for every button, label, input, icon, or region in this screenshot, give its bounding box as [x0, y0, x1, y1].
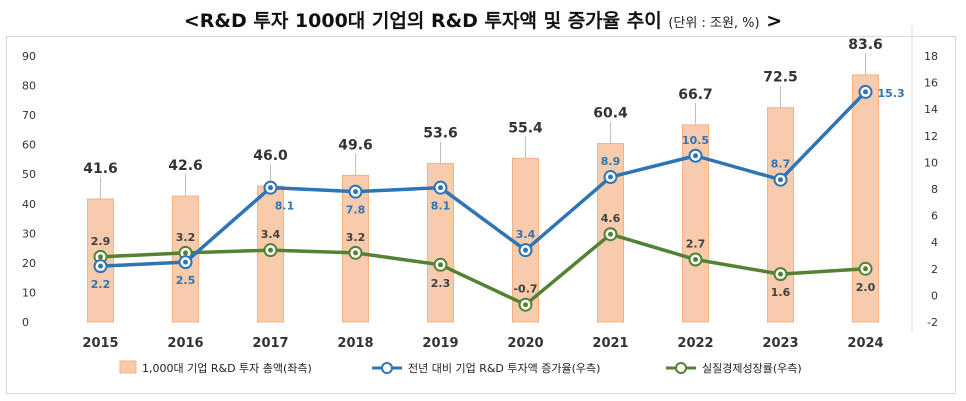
gdp-growth-point-dot	[438, 262, 443, 268]
left-axis-tick: 70	[22, 109, 36, 122]
right-axis-tick: 0	[931, 289, 938, 302]
growth-rate-point-dot	[863, 89, 868, 95]
legend-growth-swatch-marker	[381, 362, 393, 374]
x-axis-tick: 2019	[422, 336, 458, 351]
x-axis-tick: 2020	[507, 336, 543, 351]
gdp-growth-point-dot	[523, 302, 528, 308]
x-axis-tick: 2024	[847, 336, 883, 351]
x-axis-tick: 2022	[677, 336, 713, 351]
gdp-growth-label: 3.4	[261, 228, 281, 241]
right-axis-tick: -2	[927, 316, 938, 329]
growth-rate-point-dot	[438, 185, 443, 191]
left-axis-tick: 50	[22, 168, 36, 181]
growth-rate-point-dot	[268, 185, 273, 191]
gdp-growth-label: 2.3	[431, 277, 451, 290]
gdp-growth-point-dot	[693, 256, 698, 262]
left-axis-tick: 60	[22, 139, 36, 152]
bar-data-label: 49.6	[338, 137, 373, 153]
growth-rate-point-dot	[693, 153, 698, 159]
title-unit: (단위 : 조원, %)	[668, 16, 760, 31]
gdp-growth-point-dot	[183, 250, 188, 256]
left-axis-tick: 0	[22, 316, 29, 329]
gdp-growth-point-dot	[268, 247, 273, 253]
x-axis-tick: 2016	[167, 336, 203, 351]
legend-bar-swatch	[119, 360, 137, 374]
right-axis-tick: 12	[924, 130, 938, 143]
growth-rate-label: 3.4	[516, 228, 536, 241]
legend-bar-label: 1,000대 기업 R&D 투자 총액(좌측)	[142, 362, 312, 375]
growth-rate-line	[100, 90, 867, 268]
growth-rate-point-dot	[778, 177, 783, 183]
growth-rate-point-dot	[523, 247, 528, 253]
bar-data-label: 83.6	[848, 37, 883, 53]
bar-data-label: 46.0	[253, 148, 288, 164]
chart-frame	[6, 36, 956, 394]
growth-rate-label: 8.1	[275, 200, 295, 213]
x-axis-tick: 2023	[762, 336, 798, 351]
growth-rate-label: 10.5	[682, 134, 709, 147]
left-axis-tick: 40	[22, 198, 36, 211]
gdp-growth-label: 2.0	[856, 281, 876, 294]
gdp-growth-point-dot	[98, 254, 103, 260]
gdp-growth-label: 2.7	[686, 237, 706, 250]
right-axis-tick: 16	[924, 77, 938, 90]
bar-data-label: 55.4	[508, 120, 543, 136]
growth-rate-point-dot	[98, 263, 103, 269]
x-axis-tick: 2017	[252, 336, 288, 351]
growth-rate-point-dot	[608, 174, 613, 180]
bar-data-label: 53.6	[423, 126, 458, 142]
title-end: >	[766, 10, 783, 32]
bar-data-label: 66.7	[678, 87, 713, 103]
gdp-growth-point-dot	[863, 266, 868, 272]
x-axis-tick: 2015	[82, 336, 118, 351]
growth-rate-label: 8.1	[431, 200, 451, 213]
right-axis-tick: 10	[924, 156, 938, 169]
gdp-growth-label: -0.7	[513, 283, 537, 296]
gdp-growth-point-dot	[353, 250, 358, 256]
left-axis-tick: 10	[22, 286, 36, 299]
bar-data-label: 60.4	[593, 105, 628, 121]
gdp-growth-line	[100, 232, 866, 307]
growth-rate-point-dot	[183, 259, 188, 265]
bar-data-label: 41.6	[83, 161, 118, 177]
left-axis-tick: 90	[22, 50, 36, 63]
legend-gdp-swatch-marker	[675, 362, 687, 374]
right-axis-tick: 4	[931, 236, 938, 249]
bar	[767, 107, 794, 323]
gdp-growth-label: 3.2	[346, 231, 366, 244]
left-axis-tick: 80	[22, 80, 36, 93]
growth-rate-label: 2.2	[91, 278, 111, 291]
gdp-growth-label: 1.6	[771, 286, 791, 299]
bar-data-label: 42.6	[168, 158, 203, 174]
growth-rate-label: 8.9	[601, 155, 621, 168]
gdp-growth-label: 2.9	[91, 235, 111, 248]
title-main: <R&D 투자 1000대 기업의 R&D 투자액 및 증가율 추이	[183, 10, 662, 32]
left-axis-tick: 30	[22, 227, 36, 240]
bar-data-label: 72.5	[763, 70, 798, 86]
bar	[852, 74, 879, 323]
x-axis-tick: 2021	[592, 336, 628, 351]
right-axis-tick: 2	[931, 263, 938, 276]
left-axis-tick: 20	[22, 257, 36, 270]
gdp-growth-point-dot	[608, 231, 613, 237]
gdp-growth-label: 4.6	[601, 212, 621, 225]
growth-rate-label: 2.5	[176, 274, 196, 287]
legend-growth-label: 전년 대비 기업 R&D 투자액 증가율(우측)	[408, 362, 600, 375]
legend-gdp-label: 실질경제성장률(우측)	[702, 362, 802, 375]
right-axis-tick: 6	[931, 210, 938, 223]
gdp-growth-label: 3.2	[176, 231, 196, 244]
right-axis-tick: 14	[924, 103, 938, 116]
growth-rate-label: 15.3	[878, 87, 905, 100]
growth-rate-point-dot	[353, 189, 358, 195]
gdp-growth-point-dot	[778, 271, 783, 277]
x-axis-tick: 2018	[337, 336, 373, 351]
growth-rate-label: 7.8	[346, 204, 366, 217]
chart-title: <R&D 투자 1000대 기업의 R&D 투자액 및 증가율 추이 (단위 :…	[0, 6, 966, 33]
right-axis-tick: 18	[924, 50, 938, 63]
growth-rate-label: 8.7	[771, 158, 791, 171]
right-axis-tick: 8	[931, 183, 938, 196]
